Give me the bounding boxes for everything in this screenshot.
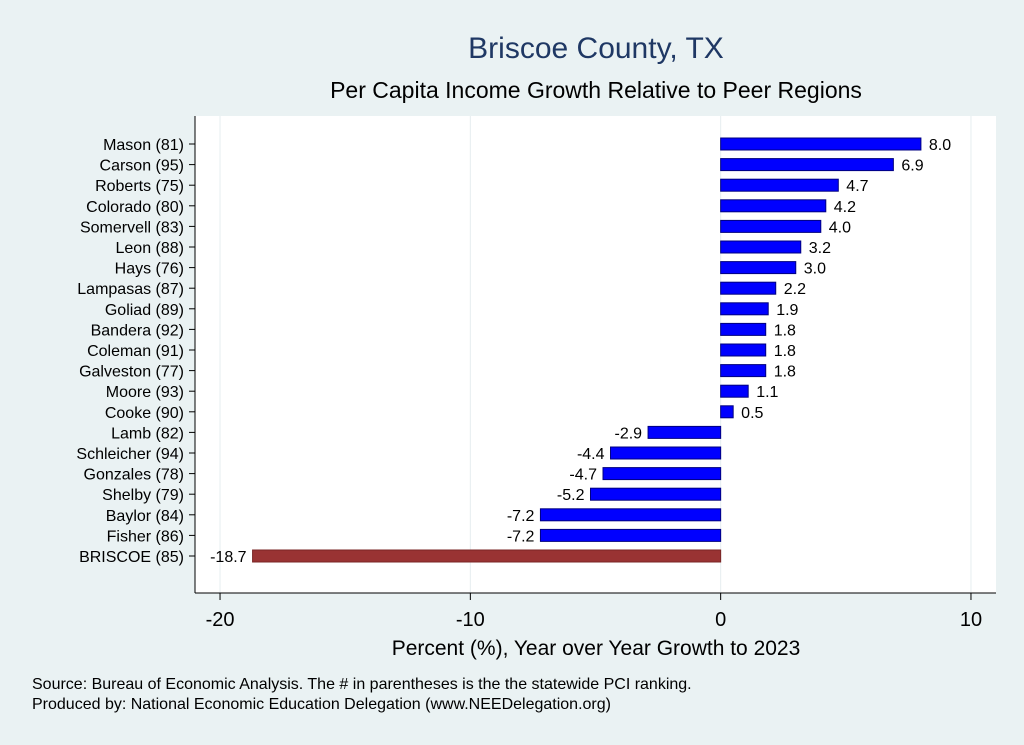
data-label: -2.9 (614, 425, 642, 442)
bar (539, 508, 722, 522)
x-tick-label: -10 (456, 609, 485, 631)
data-label: -7.2 (507, 508, 535, 525)
data-label: -7.2 (507, 528, 535, 545)
data-label: 1.8 (774, 343, 796, 360)
bar (589, 487, 722, 501)
x-axis-label: Percent (%), Year over Year Growth to 20… (392, 637, 801, 660)
bar (602, 467, 722, 481)
bar (720, 322, 767, 336)
category-label: Somervell (83) (80, 219, 184, 236)
bar (720, 364, 767, 378)
category-label: Colorado (80) (86, 199, 184, 216)
category-label: Gonzales (78) (84, 467, 185, 484)
category-label: Shelby (79) (102, 487, 184, 504)
data-label: 0.5 (741, 405, 763, 422)
category-label: Lamb (82) (111, 425, 184, 442)
category-label: Goliad (89) (105, 302, 184, 319)
bar (720, 281, 777, 295)
bar (720, 302, 769, 316)
data-label: 3.0 (804, 261, 826, 278)
bar (720, 137, 922, 151)
category-label: Hays (76) (115, 261, 184, 278)
data-label: 4.2 (834, 199, 856, 216)
category-label: Mason (81) (103, 137, 184, 154)
data-label: -4.7 (569, 467, 597, 484)
category-label: Galveston (77) (79, 364, 184, 381)
category-label: BRISCOE (85) (79, 549, 184, 566)
data-label: -18.7 (210, 549, 247, 566)
data-label: 4.7 (846, 178, 868, 195)
producer-note: Produced by: National Economic Education… (32, 696, 611, 713)
bar (252, 549, 722, 563)
chart-subtitle: Per Capita Income Growth Relative to Pee… (330, 77, 862, 103)
bar (720, 199, 827, 213)
data-label: 3.2 (809, 240, 831, 257)
bar (720, 261, 797, 275)
bar (720, 219, 822, 233)
x-tick-label: 0 (715, 609, 726, 631)
data-label: 1.8 (774, 364, 796, 381)
bar (720, 178, 839, 192)
category-label: Lampasas (87) (77, 281, 184, 298)
category-label: Schleicher (94) (76, 446, 184, 463)
category-label: Coleman (91) (87, 343, 184, 360)
plot-area (195, 116, 996, 593)
x-tick-label: -20 (206, 609, 235, 631)
bar (647, 425, 722, 439)
bar (720, 158, 894, 172)
category-label: Fisher (86) (107, 528, 184, 545)
data-label: -4.4 (577, 446, 605, 463)
data-label: 1.8 (774, 322, 796, 339)
bar (539, 528, 722, 542)
bar (720, 343, 767, 357)
bar (720, 240, 802, 254)
bar (720, 384, 749, 398)
chart-title: Briscoe County, TX (468, 32, 724, 65)
bar (720, 405, 734, 419)
data-label: 8.0 (929, 137, 951, 154)
data-label: 1.1 (756, 384, 778, 401)
source-note: Source: Bureau of Economic Analysis. The… (32, 676, 692, 693)
data-label: 4.0 (829, 219, 851, 236)
category-label: Bandera (92) (91, 322, 184, 339)
data-label: 2.2 (784, 281, 806, 298)
data-label: -5.2 (557, 487, 585, 504)
category-label: Cooke (90) (105, 405, 184, 422)
category-label: Moore (93) (106, 384, 184, 401)
data-label: 1.9 (776, 302, 798, 319)
category-label: Baylor (84) (106, 508, 184, 525)
data-label: 6.9 (901, 158, 923, 175)
bar (610, 446, 722, 460)
bars: Mason (81) 8.0 Carson (95) 6.9 Roberts (75) 4… (76, 137, 951, 566)
category-label: Carson (95) (100, 158, 184, 175)
category-label: Roberts (75) (95, 178, 184, 195)
x-axis: -20 -10 0 10 (189, 116, 996, 631)
x-tick-label: 10 (960, 609, 982, 631)
category-label: Leon (88) (116, 240, 185, 257)
